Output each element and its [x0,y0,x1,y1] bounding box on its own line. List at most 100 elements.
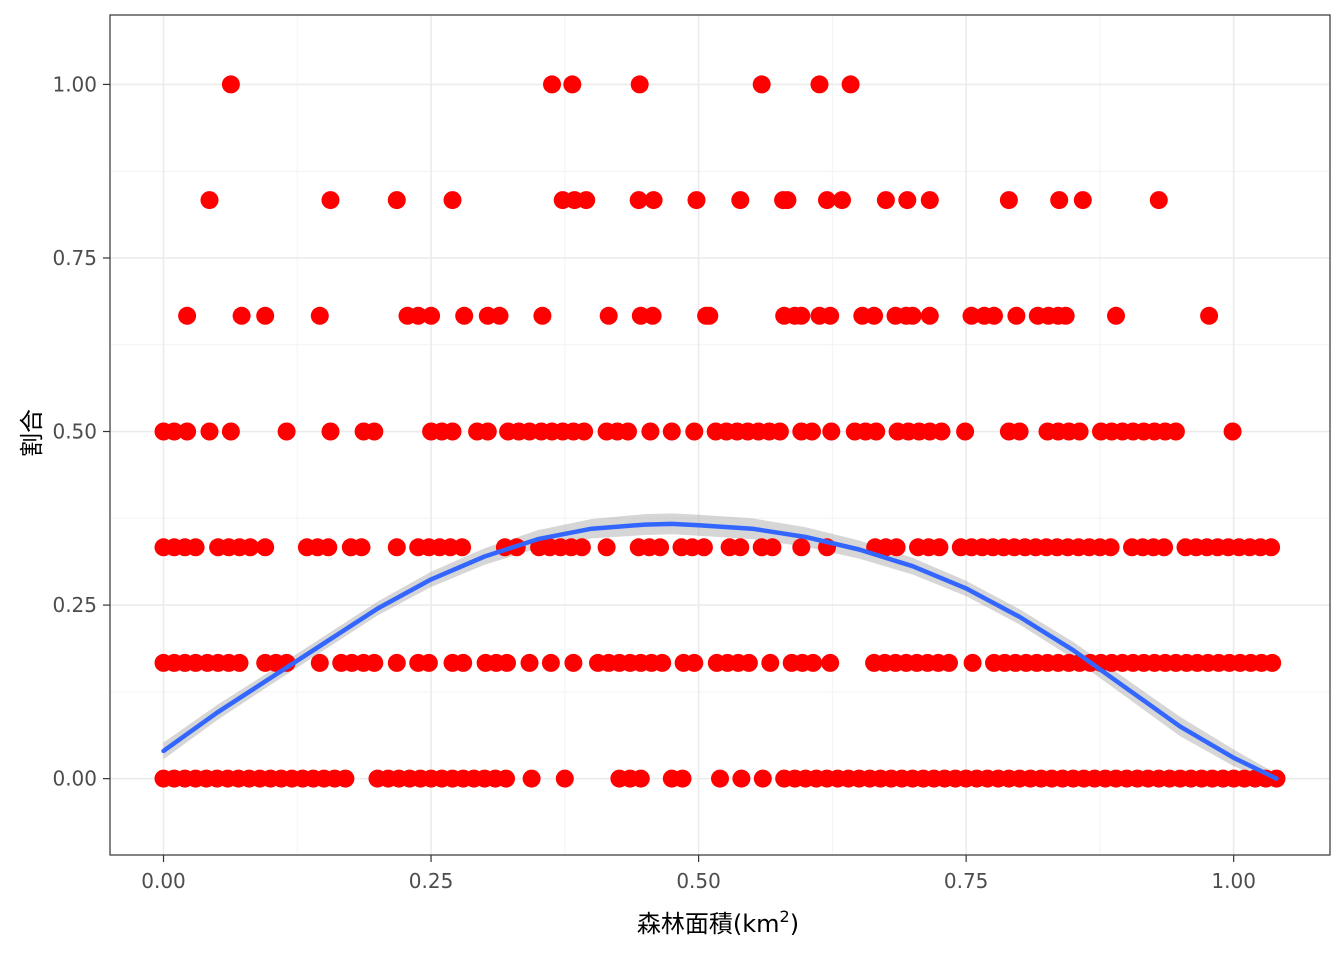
x-tick-label: 0.00 [141,869,186,893]
data-point [564,653,583,672]
data-point [694,538,713,557]
minor-gridlines [110,15,1330,855]
data-point [653,653,672,672]
data-point [822,422,841,441]
data-point [920,306,939,325]
data-point [1007,306,1026,325]
data-point [178,306,197,325]
data-point [522,769,541,788]
data-point [365,422,384,441]
data-point [711,769,729,788]
x-axis-title-superscript: 2 [780,907,790,926]
confidence-ribbon [163,513,1277,784]
data-point [770,422,789,441]
data-point [1263,653,1282,672]
data-point [731,538,750,557]
data-point [454,653,473,672]
data-point [575,422,594,441]
data-point [533,306,552,325]
data-point [310,653,329,672]
data-point [752,75,771,94]
y-tick-label: 0.75 [52,246,97,270]
data-point [792,538,811,557]
data-point [221,422,240,441]
data-point [1070,422,1089,441]
data-point [232,306,251,325]
data-point [821,306,840,325]
data-point [753,769,772,788]
data-point [419,653,438,672]
data-point [1107,306,1125,325]
smooth-line [161,521,1279,781]
data-point [619,422,637,441]
x-tick-label: 0.25 [409,869,454,893]
data-point [1223,422,1242,441]
data-point [662,422,681,441]
data-point [644,191,663,210]
data-point [685,422,704,441]
data-point [687,191,706,210]
data-point [1262,538,1281,557]
data-point [763,538,782,557]
data-point [930,538,949,557]
data-point [256,538,275,557]
data-point [319,538,338,557]
y-tick-label: 0.25 [52,593,97,617]
data-point [541,653,560,672]
data-point [865,306,884,325]
data-point [1056,306,1075,325]
data-point [577,191,596,210]
data-point [876,191,895,210]
data-point [453,538,472,557]
data-point [739,653,758,672]
data-point [336,769,355,788]
data-point [597,538,616,557]
data-point [478,422,497,441]
data-point [387,653,406,672]
data-point [165,422,184,441]
data-point [778,191,797,210]
data-point [833,191,851,210]
x-axis-title-suffix: ) [790,910,799,938]
data-point [321,191,340,210]
x-tick-label: 0.50 [676,869,721,893]
data-point [887,538,906,557]
data-point [563,75,582,94]
data-point [1149,191,1168,210]
data-point [962,306,981,325]
data-point [230,653,249,672]
data-point [761,653,780,672]
data-point [963,653,982,672]
data-point [422,306,441,325]
data-point [256,306,275,325]
data-point [630,75,649,94]
data-point [498,653,516,672]
data-point [200,191,219,210]
smooth-curve [161,521,1279,781]
data-point [898,191,917,210]
data-point [804,653,823,672]
data-point [520,653,539,672]
data-point [803,422,821,441]
data-point [443,422,462,441]
x-tick-label: 0.75 [944,869,989,893]
data-point [731,191,750,210]
data-point [221,75,240,94]
data-point [277,422,296,441]
data-point [572,538,591,557]
data-point [792,306,811,325]
data-point [629,191,648,210]
data-point [1101,538,1120,557]
data-point [387,191,406,210]
data-point [543,75,561,94]
data-point [651,538,670,557]
data-point [1073,191,1092,210]
data-point [277,653,296,672]
data-point [241,538,260,557]
data-point [365,653,384,672]
data-point [497,769,515,788]
data-point [999,191,1018,210]
data-point [1166,422,1185,441]
data-point [310,306,329,325]
confidence-band [163,513,1277,784]
